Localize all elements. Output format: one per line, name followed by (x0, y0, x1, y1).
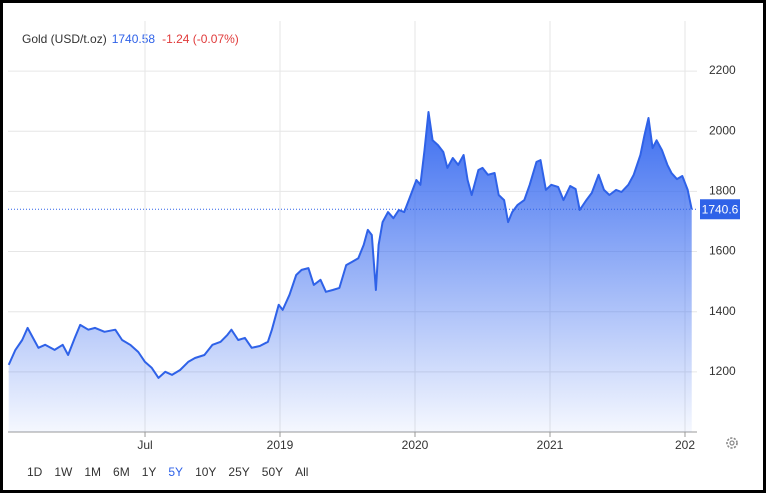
series-name: Gold (USD/t.oz) (22, 32, 107, 46)
range-selector: 1D 1W 1M 6M 1Y 5Y 10Y 25Y 50Y All (21, 463, 314, 481)
range-button[interactable]: 50Y (261, 465, 284, 479)
range-button[interactable]: 1W (54, 465, 73, 479)
x-tick-label: 202 (675, 438, 695, 452)
area (8, 112, 692, 432)
line (7, 111, 693, 379)
y-tick-label: 2200 (709, 63, 736, 77)
price-change: -1.24 (-0.07%) (162, 32, 239, 46)
y-tick-label: 1200 (709, 364, 736, 378)
range-button[interactable]: 1M (84, 465, 102, 479)
range-button[interactable]: 1D (27, 465, 43, 479)
price: 1740.58 (112, 32, 156, 46)
last-price-badge (700, 199, 740, 220)
y-tick-label: 1600 (709, 244, 736, 258)
x-tick-label: Jul (137, 438, 152, 452)
range-button[interactable]: All (295, 465, 309, 479)
chart: Gold (USD/t.oz) 1740.58 -1.24 (-0.07%) 1… (7, 21, 740, 452)
range-button[interactable]: 10Y (195, 465, 217, 479)
y-tick-label: 1800 (709, 184, 736, 198)
y-tick-label: 1400 (709, 304, 736, 318)
range-button[interactable]: 1Y (141, 465, 157, 479)
last-price-label: 1740.6 (702, 202, 739, 216)
settings-icon[interactable] (726, 437, 738, 449)
range-button[interactable]: 5Y (168, 465, 184, 479)
range-button[interactable]: 6M (113, 465, 130, 479)
x-tick-label: 2020 (402, 438, 429, 452)
x-tick-label: 2021 (537, 438, 564, 452)
x-tick-label: 2019 (267, 438, 294, 452)
range-button[interactable]: 25Y (228, 465, 250, 479)
y-tick-label: 2000 (709, 123, 736, 137)
